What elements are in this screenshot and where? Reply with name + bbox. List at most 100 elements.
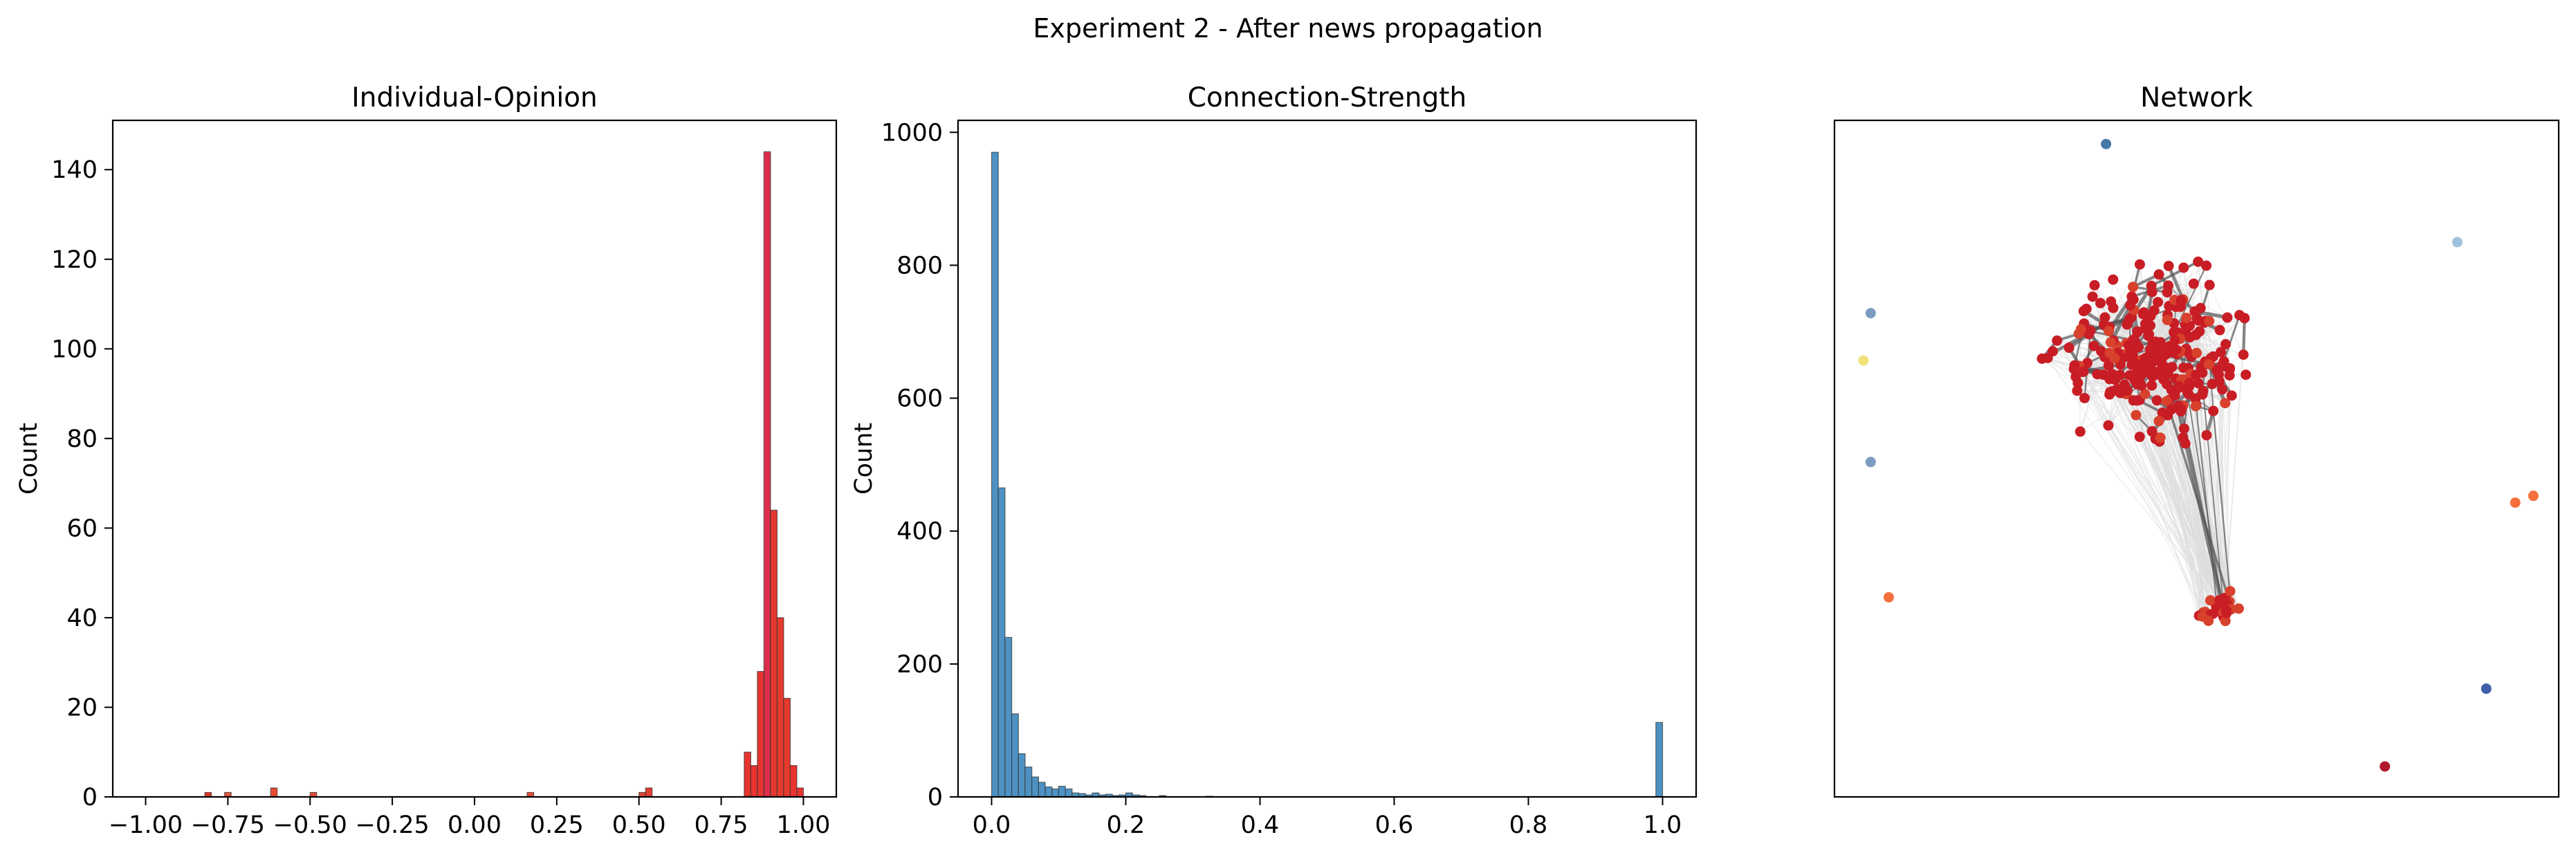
network-node [2072,385,2083,396]
network-node [2140,318,2151,329]
histogram-bar [991,151,999,798]
network-node [2181,313,2192,324]
network-node [2193,256,2204,267]
network-edge-strong [2197,284,2211,321]
network-node [2098,369,2109,380]
network-node [2234,310,2245,321]
network-node [2178,262,2189,273]
x-tick-label: 0.6 [1375,811,1414,839]
network-edge [2079,327,2110,432]
histogram-bar [796,787,804,798]
y-tick-label: 140 [51,156,98,184]
network-node [2211,365,2222,376]
network-node [2163,261,2174,272]
histogram-bar [997,487,1006,798]
network-node [2079,392,2090,403]
histogram-bar [763,151,771,798]
network-node [2131,341,2142,352]
histogram-bar [645,787,653,798]
y-tick-label: 800 [896,252,943,279]
y-tick-label: 100 [51,335,98,363]
histogram-bar [750,765,758,798]
network-node [2145,311,2156,322]
network-edge [2189,386,2232,609]
network-node [2226,390,2237,401]
y-tick-label: 120 [51,246,98,274]
network-node [2052,335,2063,346]
histogram-bar [1024,766,1033,798]
panel-2: 0.0 0.2 0.4 0.6 0.8 1.0 0 200 400 600 800 1000 Conne… [850,82,1698,839]
network-node [2146,380,2158,391]
x-tick-label: 0.2 [1107,811,1146,839]
network-outlier-node [2101,138,2112,149]
y-tick-label: 80 [66,425,98,453]
axes-frame [1833,119,2560,798]
x-tick-label: 0.25 [530,811,584,839]
network-node [2151,395,2162,406]
network-node [2193,378,2204,389]
network-outlier-node [2510,497,2521,508]
network-node [2134,259,2145,270]
network-node [2214,376,2225,387]
network-edge [2198,261,2244,356]
network-node [2169,327,2180,338]
network-node [2208,405,2219,416]
network-node [2131,410,2142,421]
network-node [2167,347,2178,358]
histogram-bar [770,509,778,798]
histogram-bar [270,787,278,798]
network-node [2075,324,2086,335]
histogram-bar [783,697,791,798]
network-node [2103,420,2114,431]
network-node [2157,407,2168,418]
network-node [2140,364,2151,375]
network-node [2126,291,2137,302]
network-edge-strong [2212,410,2232,609]
network-node [2063,342,2074,353]
y-tick-label: 0 [928,784,943,811]
histogram-bar [1004,636,1013,798]
network-edge-strong [2187,391,2225,613]
network-node [2125,300,2136,311]
y-axis-label: Count [15,423,43,495]
network-node [2214,594,2225,605]
network-edge [2226,369,2231,614]
network-node [2124,370,2135,381]
network-edge-strong [2223,315,2241,362]
network-node [2216,347,2227,358]
network-node [2173,381,2184,392]
histogram-bar [1045,786,1053,798]
network-node [2096,346,2107,357]
y-tick-label: 0 [82,784,98,811]
network-node [2241,369,2252,380]
network-node [2220,339,2232,350]
histogram-bar [1011,713,1019,798]
network-node [2197,389,2208,400]
network-node [2115,387,2126,398]
network-outlier-node [1865,457,1876,468]
network-node [2088,340,2099,351]
y-tick-label: 60 [66,515,98,542]
network-node [2222,312,2233,323]
network-node [2178,423,2189,434]
network-node [2161,396,2172,407]
y-tick-label: 40 [66,605,98,632]
network-node [2182,386,2193,397]
x-tick-label: −1.00 [109,811,183,839]
network-node [2144,329,2155,340]
network-node [2162,378,2173,389]
histogram-bar [789,765,798,798]
y-tick-label: 1000 [881,119,943,147]
network-node [2140,353,2151,364]
network-node [2077,367,2088,378]
network-node [2106,296,2117,307]
network-outlier-node [2380,761,2391,772]
network-edge [2074,365,2204,613]
histogram-bar [1018,753,1026,798]
histogram-bar [1655,721,1664,798]
network-node [2169,335,2180,346]
network-node [2082,358,2093,369]
network-node [2225,586,2236,597]
network-node [2191,347,2202,358]
network-node [2204,279,2215,291]
